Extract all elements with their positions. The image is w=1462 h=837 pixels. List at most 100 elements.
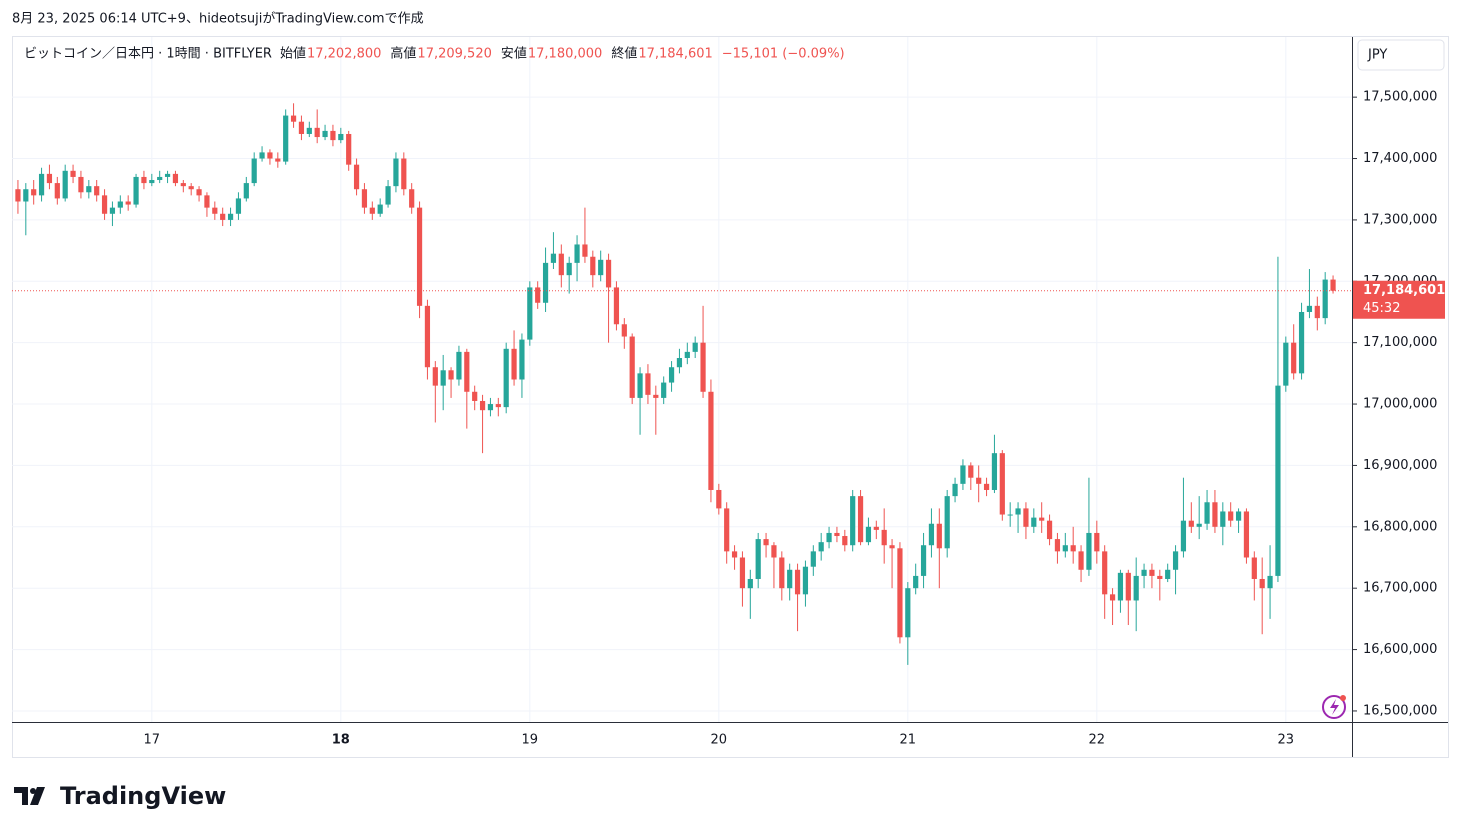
candle-body — [905, 588, 911, 638]
candle-body — [243, 183, 249, 199]
candle-body — [479, 400, 486, 411]
header: 8月 23, 2025 06:14 UTC+9、hideotsujiがTradi… — [12, 12, 424, 27]
candle-body — [1180, 520, 1187, 552]
candle-body — [503, 348, 509, 408]
candle-body — [1007, 514, 1013, 516]
candle-body — [960, 465, 966, 484]
candle-body — [779, 557, 785, 589]
candle-body — [574, 244, 580, 263]
candle-body — [1283, 342, 1289, 386]
candle-body — [188, 186, 194, 190]
candle-body — [1046, 520, 1053, 540]
candle-body — [590, 256, 596, 276]
legend-field-value: 17,180,000 — [528, 47, 602, 62]
candle-body — [290, 115, 297, 122]
x-tick-label: 17 — [144, 733, 161, 748]
candle-body — [164, 173, 171, 177]
candle-body — [330, 130, 336, 141]
y-tick-label: 16,900,000 — [1363, 458, 1437, 473]
candle-body — [1149, 569, 1155, 576]
candle-body — [1314, 305, 1320, 319]
y-tick-label: 16,600,000 — [1363, 642, 1437, 657]
candle-body — [1023, 508, 1029, 527]
candle-body — [936, 523, 942, 549]
candle-body — [346, 133, 352, 165]
candle-body — [409, 189, 415, 208]
candle-body — [314, 127, 320, 138]
candle-body — [527, 287, 533, 340]
candle-body — [1015, 508, 1021, 515]
x-tick-label: 21 — [900, 733, 917, 748]
candle-body — [1102, 551, 1108, 595]
alert-icon[interactable] — [1322, 695, 1346, 719]
candle-body — [1306, 305, 1313, 312]
candle-body — [991, 453, 998, 490]
candle-body — [913, 575, 919, 589]
candle-body — [338, 133, 344, 141]
legend-field-value: 17,184,601 — [638, 47, 712, 62]
candle-body — [897, 548, 903, 638]
candle-body — [38, 173, 45, 196]
candle-body — [1141, 569, 1147, 576]
legend-field-name: 高値 — [390, 46, 416, 62]
x-tick-label: 23 — [1278, 733, 1295, 748]
candle-body — [1251, 557, 1257, 579]
candle-body — [1031, 517, 1037, 527]
candle-body — [204, 195, 210, 208]
candle-body — [542, 262, 549, 303]
candle-body — [196, 189, 202, 196]
candle-body — [432, 367, 438, 386]
candle-body — [70, 170, 76, 177]
candle-body — [999, 453, 1005, 515]
frame — [12, 36, 1449, 758]
candle-body — [771, 545, 777, 558]
legend-symbol: ビットコイン／日本円 · 1時間 · BITFLYER — [24, 47, 272, 62]
candle-body — [125, 201, 131, 205]
candle-body — [251, 158, 257, 184]
candle-body — [598, 259, 604, 276]
candle-body — [141, 176, 147, 184]
candle-body — [86, 186, 92, 193]
candle-body — [661, 382, 667, 398]
candle-body — [613, 287, 620, 325]
candle-body — [739, 557, 746, 589]
candle-body — [1275, 385, 1281, 576]
candle-body — [212, 207, 218, 214]
candle-body — [755, 539, 761, 579]
x-tick-label: 19 — [522, 733, 539, 748]
candle-body — [818, 542, 824, 552]
candle-body — [385, 186, 391, 205]
candle-body — [983, 483, 990, 490]
candle-body — [605, 259, 612, 288]
candle-body — [220, 213, 226, 220]
candle-body — [1243, 511, 1250, 558]
candle-body — [1078, 551, 1084, 570]
candle-body — [511, 348, 517, 380]
candle-body — [1298, 311, 1305, 374]
candle-body — [1212, 502, 1218, 527]
candle-body — [322, 130, 328, 138]
currency-button[interactable] — [1357, 39, 1445, 71]
candle-body — [495, 404, 501, 408]
candle-body — [834, 532, 840, 537]
candle-body — [1125, 572, 1131, 601]
candle-body — [306, 127, 312, 134]
candle-body — [377, 204, 383, 214]
candle-body — [944, 496, 950, 549]
candle-body — [1054, 539, 1061, 552]
candle-body — [676, 358, 683, 368]
candle-body — [401, 158, 407, 190]
candle-body — [621, 324, 627, 337]
candle-body — [54, 183, 60, 199]
candle-body — [1172, 551, 1179, 570]
candle-body — [1157, 575, 1163, 579]
candle-body — [826, 532, 832, 543]
legend-field-value: 17,209,520 — [417, 47, 491, 62]
candle-body — [763, 539, 769, 546]
legend-field-name: 安値 — [501, 46, 527, 62]
candle-body — [298, 121, 305, 134]
candle-body — [172, 173, 179, 184]
candle-body — [369, 207, 375, 214]
candle-body — [653, 394, 659, 398]
